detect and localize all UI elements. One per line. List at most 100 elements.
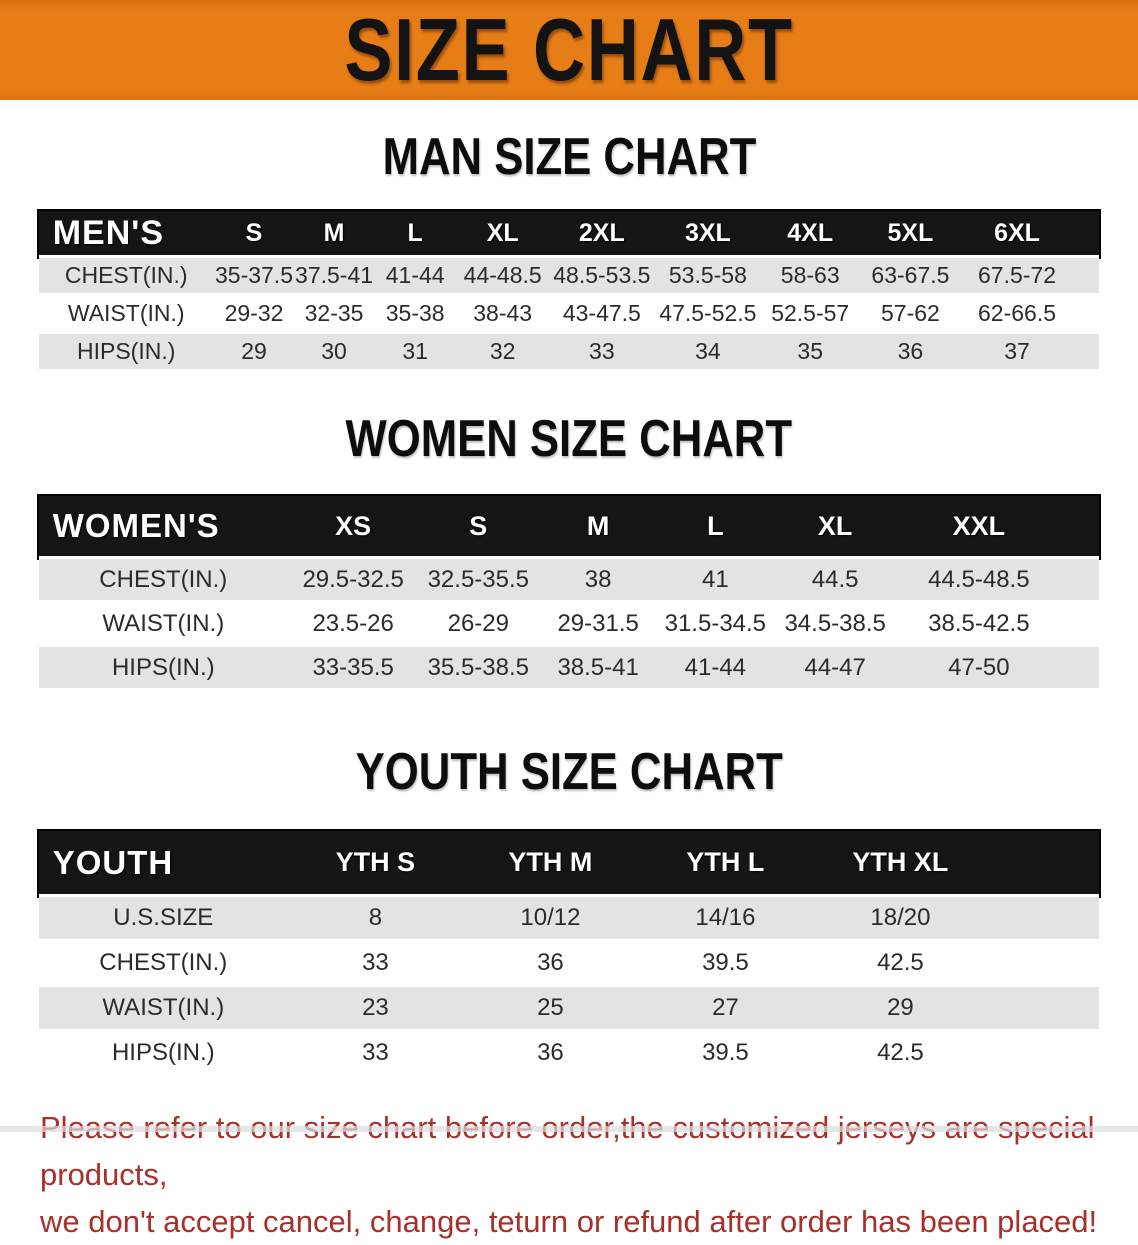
table-row: WAIST(IN.) 29-32 32-35 35-38 38-43 43-47.5 47.… <box>38 294 1100 333</box>
cell-value: 42.5 <box>877 949 924 976</box>
header-spacer-cell <box>1060 496 1099 558</box>
row-label: CHEST(IN.) <box>99 565 228 593</box>
table-header-row: YOUTH YTH S YTH M YTH L YTH XL <box>38 831 1100 896</box>
column-header: M <box>586 510 610 541</box>
banner-title: SIZE CHART <box>344 0 794 99</box>
youth-section-title: YOUTH SIZE CHART <box>355 743 783 801</box>
column-header: XL <box>486 218 519 247</box>
bottom-edge-strip <box>0 1126 1138 1132</box>
table-row: CHEST(IN.) 29.5-32.5 32.5-35.5 38 41 44.5 44.5… <box>38 557 1100 602</box>
youth-size-table: YOUTH YTH S YTH M YTH L YTH XL U.S.SIZE 8 10/12… <box>38 831 1100 1075</box>
row-label: WAIST(IN.) <box>102 609 225 637</box>
cell-value: 41 <box>701 565 729 593</box>
column-header: YTH M <box>508 847 593 877</box>
column-header: YTH L <box>686 847 765 877</box>
cell-value: 18/20 <box>870 904 931 931</box>
table-title-cell: YOUTH <box>52 843 174 881</box>
cell-value: 14/16 <box>695 904 756 931</box>
cell-value: 29-31.5 <box>557 609 639 637</box>
table-row: HIPS(IN.) 33-35.5 35.5-38.5 38.5-41 41-44 44-… <box>38 645 1100 689</box>
youth-size-section: YOUTH SIZE CHART YOUTH YTH S YTH M YTH L YTH… <box>0 742 1138 1074</box>
women-size-section: WOMEN SIZE CHART WOMEN'S XS S M L XL XXL CHEST(… <box>0 409 1138 688</box>
cell-value: 52.5-57 <box>771 300 850 326</box>
row-spacer-cell <box>1073 295 1100 333</box>
table-row: U.S.SIZE 8 10/12 14/16 18/20 <box>38 895 1100 941</box>
column-header: 4XL <box>787 218 834 247</box>
size-chart-banner: SIZE CHART <box>0 0 1138 100</box>
cell-value: 35-37.5 <box>214 262 293 288</box>
row-label: U.S.SIZE <box>113 904 214 931</box>
table-title-cell: MEN'S <box>52 213 165 252</box>
cell-value: 32 <box>489 338 516 364</box>
cell-value: 8 <box>368 904 383 931</box>
row-label: WAIST(IN.) <box>102 994 225 1021</box>
cell-value: 38 <box>584 565 612 593</box>
row-spacer-cell <box>1060 646 1099 689</box>
cell-value: 44-48.5 <box>463 262 542 288</box>
cell-value: 32.5-35.5 <box>427 565 529 593</box>
row-spacer-cell <box>988 941 1099 986</box>
row-spacer-cell <box>1073 333 1100 370</box>
cell-value: 34.5-38.5 <box>784 609 886 637</box>
table-title-cell: WOMEN'S <box>52 507 220 544</box>
cell-value: 36 <box>537 949 564 976</box>
row-spacer-cell <box>988 896 1099 941</box>
women-size-table: WOMEN'S XS S M L XL XXL CHEST(IN.) 29.5-32.5 32.5… <box>38 496 1100 689</box>
cell-value: 57-62 <box>881 300 940 326</box>
men-section-title: MAN SIZE CHART <box>382 128 756 186</box>
table-row: CHEST(IN.) 35-37.5 37.5-41 41-44 44-48.5 48.5… <box>38 256 1100 295</box>
cell-value: 34 <box>695 338 721 364</box>
column-header: 6XL <box>994 218 1040 247</box>
cell-value: 37 <box>1004 338 1030 364</box>
cell-value: 23 <box>362 994 389 1021</box>
cell-value: 36 <box>537 1039 564 1066</box>
disclaimer-line-1: Please refer to our size chart before or… <box>40 1110 1095 1193</box>
column-header: XL <box>817 510 853 541</box>
cell-value: 29-32 <box>224 300 284 326</box>
cell-value: 44-47 <box>804 653 866 681</box>
column-header: 3XL <box>684 218 731 247</box>
cell-value: 47-50 <box>948 653 1010 681</box>
cell-value: 39.5 <box>702 949 749 976</box>
cell-value: 38.5-41 <box>557 653 639 681</box>
row-label: HIPS(IN.) <box>77 338 176 364</box>
cell-value: 38-43 <box>473 300 533 326</box>
cell-value: 62-66.5 <box>978 300 1057 326</box>
cell-value: 25 <box>537 994 564 1021</box>
column-header: S <box>245 218 263 247</box>
row-label: CHEST(IN.) <box>99 949 228 976</box>
cell-value: 35 <box>797 338 824 364</box>
cell-value: 10/12 <box>520 904 581 931</box>
table-header-row: WOMEN'S XS S M L XL XXL <box>38 496 1100 558</box>
cell-value: 33 <box>362 949 389 976</box>
table-row: HIPS(IN.) 33 36 39.5 42.5 <box>38 1030 1100 1075</box>
table-row: WAIST(IN.) 23.5-26 26-29 29-31.5 31.5-34.5 34… <box>38 601 1100 646</box>
column-header: L <box>707 510 724 541</box>
cell-value: 30 <box>321 338 347 364</box>
cell-value: 42.5 <box>877 1039 924 1066</box>
cell-value: 41-44 <box>385 262 445 288</box>
column-header: XXL <box>952 510 1006 541</box>
cell-value: 33-35.5 <box>312 653 394 681</box>
table-row: HIPS(IN.) 29 30 31 32 33 34 35 36 37 <box>38 332 1100 370</box>
cell-value: 67.5-72 <box>978 262 1057 288</box>
table-header-row: MEN'S S M L XL 2XL 3XL 4XL 5XL 6XL <box>38 211 1100 257</box>
header-spacer-cell <box>988 831 1099 896</box>
cell-value: 47.5-52.5 <box>659 300 757 326</box>
cell-value: 39.5 <box>702 1039 749 1066</box>
cell-value: 41-44 <box>684 653 747 681</box>
row-spacer-cell <box>1060 602 1099 646</box>
men-size-section: MAN SIZE CHART MEN'S S M L XL 2XL 3XL 4XL 5XL 6XL… <box>0 127 1138 369</box>
cell-value: 31 <box>402 338 428 364</box>
cell-value: 38.5-42.5 <box>928 609 1030 637</box>
column-header: 2XL <box>578 218 625 247</box>
row-spacer-cell <box>988 986 1099 1031</box>
cell-value: 48.5-53.5 <box>553 262 651 288</box>
cell-value: 43-47.5 <box>562 300 641 326</box>
cell-value: 29.5-32.5 <box>302 565 404 593</box>
cell-value: 37.5-41 <box>295 262 374 288</box>
row-spacer-cell <box>988 1031 1099 1075</box>
table-row: WAIST(IN.) 23 25 27 29 <box>38 985 1100 1031</box>
column-header: YTH XL <box>852 847 949 877</box>
cell-value: 31.5-34.5 <box>664 609 767 637</box>
